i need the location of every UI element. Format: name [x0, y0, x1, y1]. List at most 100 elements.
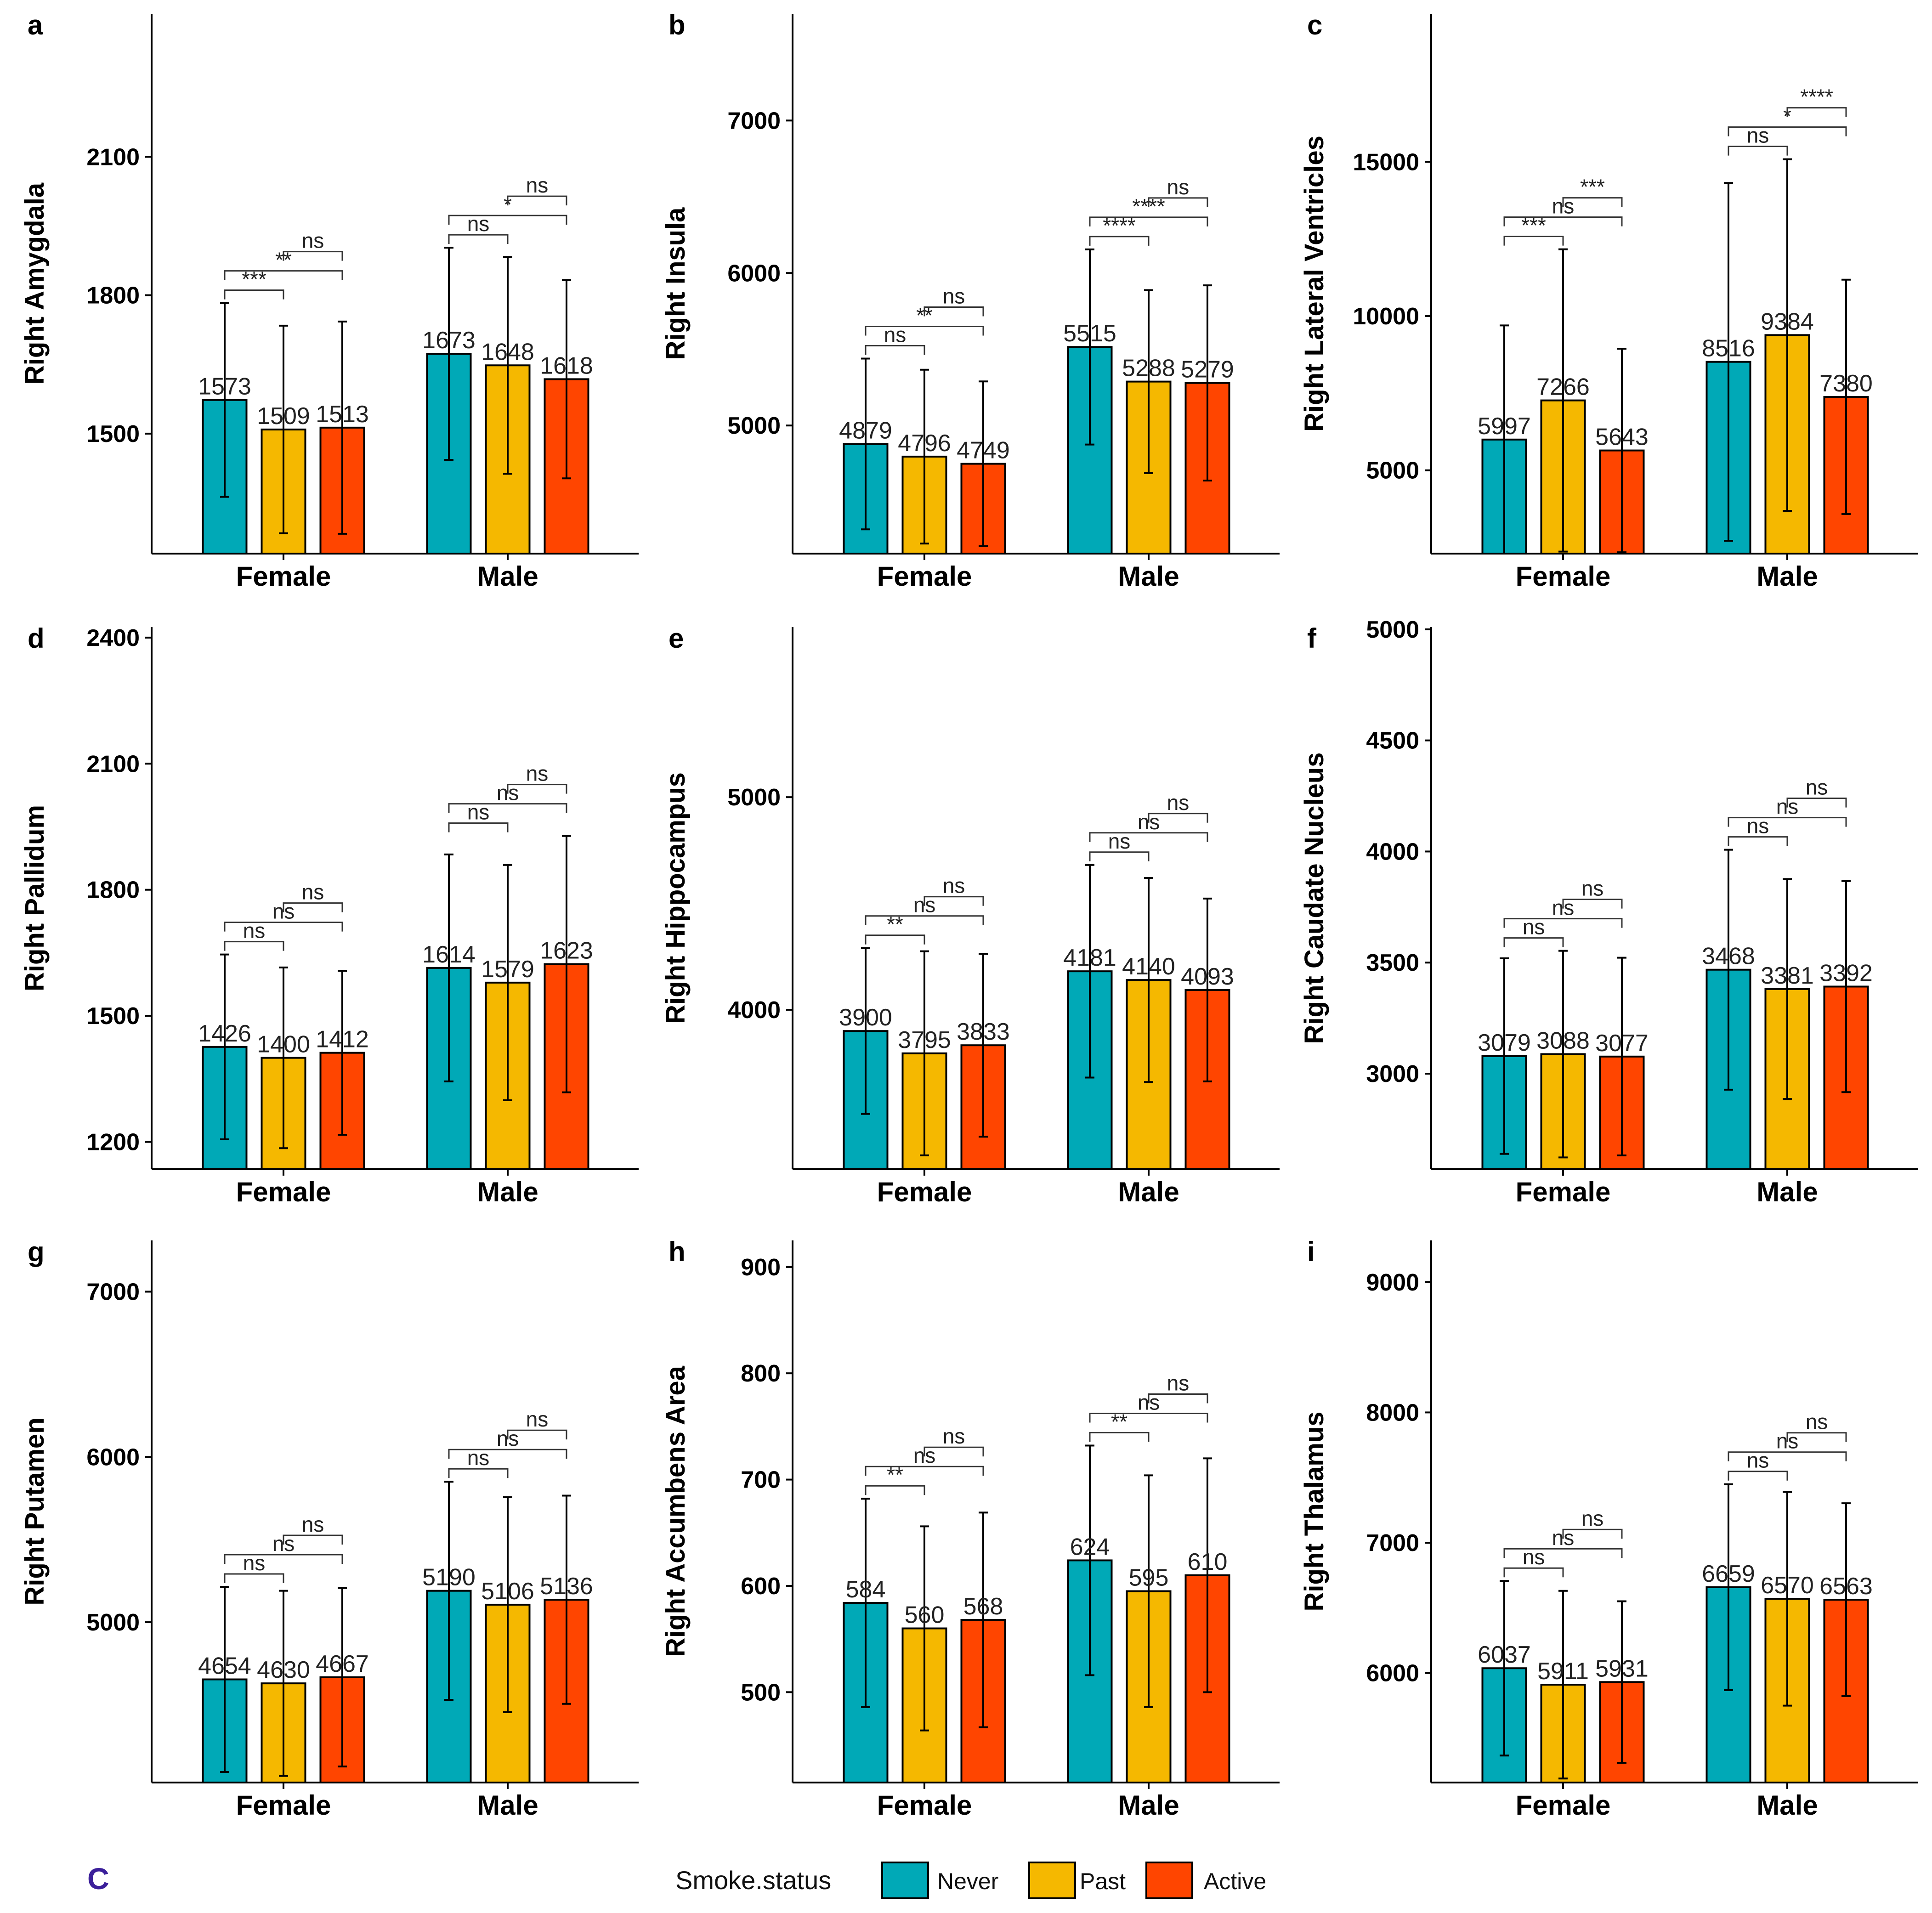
significance-bracket: ns	[448, 800, 509, 832]
significance-label: ns	[302, 229, 324, 253]
y-tick-label: 700	[741, 1467, 781, 1494]
legend-label-past: Past	[1080, 1868, 1126, 1894]
x-tick-label: Male	[1118, 1177, 1179, 1207]
value-label: 1573	[198, 374, 251, 400]
bracket-line	[865, 345, 925, 355]
significance-label: ***	[1580, 175, 1605, 199]
value-label: 1648	[481, 339, 534, 365]
y-tick-label: 900	[741, 1254, 781, 1281]
value-label: 1426	[198, 1020, 251, 1047]
legend-swatch-active	[1145, 1862, 1193, 1899]
value-label: 3795	[898, 1027, 951, 1053]
value-label: 3381	[1761, 962, 1814, 989]
value-label: 5106	[481, 1578, 534, 1605]
bracket-line	[1728, 1451, 1847, 1461]
significance-bracket: ns	[283, 880, 343, 912]
bracket-line	[1728, 126, 1847, 136]
significance-bracket: ****	[1089, 214, 1150, 246]
bracket-line	[224, 941, 284, 951]
y-tick-label: 1800	[86, 283, 140, 309]
value-label: 595	[1129, 1565, 1169, 1591]
value-label: 1513	[316, 401, 369, 428]
y-tick-label: 9000	[1366, 1269, 1419, 1296]
panel-letter: e	[669, 623, 684, 654]
value-label: 3392	[1819, 960, 1873, 986]
value-label: 610	[1188, 1549, 1228, 1575]
y-axis-label: Right Amygdala	[20, 182, 50, 385]
legend-label-active: Active	[1204, 1868, 1266, 1894]
legend-label-never: Never	[937, 1868, 998, 1894]
bracket-line	[1089, 216, 1208, 226]
significance-bracket: ns	[448, 212, 509, 244]
bracket-line	[507, 195, 567, 206]
value-label: 4181	[1063, 945, 1116, 971]
y-tick-label: 2400	[86, 625, 140, 651]
value-label: 568	[963, 1593, 1003, 1620]
value-label: 7266	[1536, 374, 1590, 401]
legend-key-past: Past	[1028, 1862, 1126, 1899]
y-tick-label: 6000	[86, 1444, 140, 1471]
significance-bracket: ns	[1089, 829, 1150, 861]
value-label: 560	[905, 1602, 945, 1629]
significance-bracket: ns	[1503, 1545, 1564, 1578]
significance-bracket: ns	[924, 1424, 984, 1457]
bracket-line	[1503, 1548, 1623, 1558]
value-label: 5515	[1063, 320, 1116, 347]
y-axis-label: Right Accumbens Area	[661, 1365, 691, 1657]
bracket-line	[1503, 937, 1564, 947]
y-tick-label: 5000	[1366, 617, 1419, 643]
value-label: 4630	[257, 1657, 310, 1683]
panel-letter: a	[28, 10, 43, 40]
bracket-line	[224, 289, 284, 300]
bracket-line	[224, 1554, 343, 1564]
y-axis-label: Right Lateral Ventricles	[1299, 136, 1329, 432]
significance-label: ns	[943, 1424, 965, 1448]
y-tick-label: 7000	[86, 1279, 140, 1306]
x-tick-label: Female	[1516, 1790, 1611, 1821]
y-tick-label: 4000	[727, 997, 781, 1024]
bracket-line	[1503, 236, 1564, 246]
panel-c: c Right Lateral Ventricles 5000 10000 15000 5…	[1299, 10, 1918, 592]
bracket-line	[448, 234, 509, 244]
bracket-line	[448, 1468, 509, 1478]
bracket-line	[1089, 236, 1150, 246]
significance-bracket: ns	[865, 323, 925, 355]
y-axis-label: Right Putamen	[20, 1417, 50, 1605]
bracket-line	[1148, 813, 1208, 823]
panel-letter: d	[28, 623, 45, 654]
bracket-line	[1728, 1471, 1788, 1481]
significance-bracket: ns	[283, 229, 343, 261]
significance-bracket: ns	[283, 1512, 343, 1545]
y-tick-label: 800	[741, 1360, 781, 1387]
y-tick-label: 1500	[86, 421, 140, 447]
significance-label: ****	[1800, 85, 1833, 109]
x-tick-label: Male	[477, 1790, 538, 1821]
y-tick-label: 1500	[86, 1003, 140, 1030]
y-tick-label: 5000	[727, 413, 781, 439]
y-tick-label: 7000	[1366, 1530, 1419, 1556]
bracket-line	[1786, 107, 1847, 117]
value-label: 1509	[257, 403, 310, 430]
bracket-line	[1503, 918, 1623, 928]
significance-label: ns	[1581, 1506, 1604, 1530]
bracket-line	[283, 251, 343, 261]
bracket-line	[224, 270, 343, 280]
significance-bracket: **	[865, 912, 925, 945]
value-label: 3079	[1478, 1030, 1531, 1056]
significance-label: ns	[943, 874, 965, 898]
x-tick-label: Male	[1756, 1790, 1818, 1821]
value-label: 3088	[1536, 1027, 1590, 1054]
x-tick-label: Male	[1756, 1177, 1818, 1207]
bracket-line	[1089, 1432, 1150, 1442]
bracket-line	[1786, 1432, 1847, 1442]
y-tick-label: 5000	[727, 784, 781, 811]
bracket-line	[1562, 1528, 1623, 1539]
value-label: 4796	[898, 430, 951, 457]
significance-bracket: ****	[1786, 85, 1847, 117]
y-tick-label: 4000	[1366, 838, 1419, 865]
significance-bracket: ns	[1562, 1506, 1623, 1539]
bracket-line	[865, 1485, 925, 1495]
